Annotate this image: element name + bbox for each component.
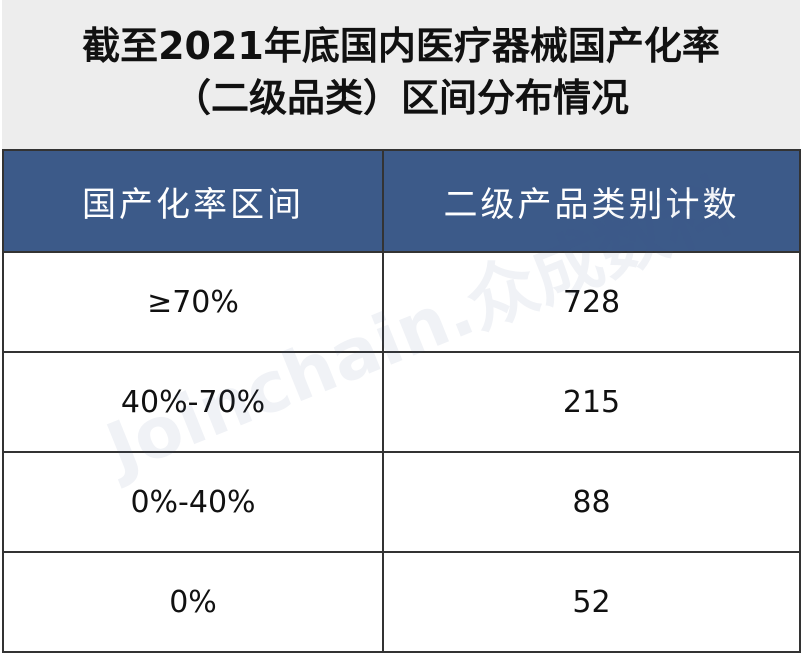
title-area: 截至2021年底国内医疗器械国产化率 （二级品类）区间分布情况 bbox=[2, 0, 800, 149]
title: 截至2021年底国内医疗器械国产化率 bbox=[82, 24, 720, 68]
count-cell: 215 bbox=[382, 351, 801, 453]
range-cell: 0% bbox=[2, 551, 384, 653]
table: 国产化率区间 二级产品类别计数 ≥70% 728 40%-70% 215 0%-40% 8… bbox=[2, 149, 801, 653]
range-cell: 0%-40% bbox=[2, 451, 384, 553]
table-row: 0% 52 bbox=[2, 551, 801, 653]
table-row: ≥70% 728 bbox=[2, 251, 801, 353]
subtitle: （二级品类）区间分布情况 bbox=[172, 76, 629, 120]
count-cell: 52 bbox=[382, 551, 801, 653]
header-row: 国产化率区间 二级产品类别计数 bbox=[2, 149, 801, 253]
table-row: 0%-40% 88 bbox=[2, 451, 801, 553]
range-cell: 40%-70% bbox=[2, 351, 384, 453]
column-header: 国产化率区间 bbox=[2, 149, 384, 253]
column-header: 二级产品类别计数 bbox=[382, 149, 801, 253]
count-cell: 88 bbox=[382, 451, 801, 553]
table-row: 40%-70% 215 bbox=[2, 351, 801, 453]
range-cell: ≥70% bbox=[2, 251, 384, 353]
table-body: ≥70% 728 40%-70% 215 0%-40% 88 0% 52 bbox=[2, 251, 801, 653]
count-cell: 728 bbox=[382, 251, 801, 353]
